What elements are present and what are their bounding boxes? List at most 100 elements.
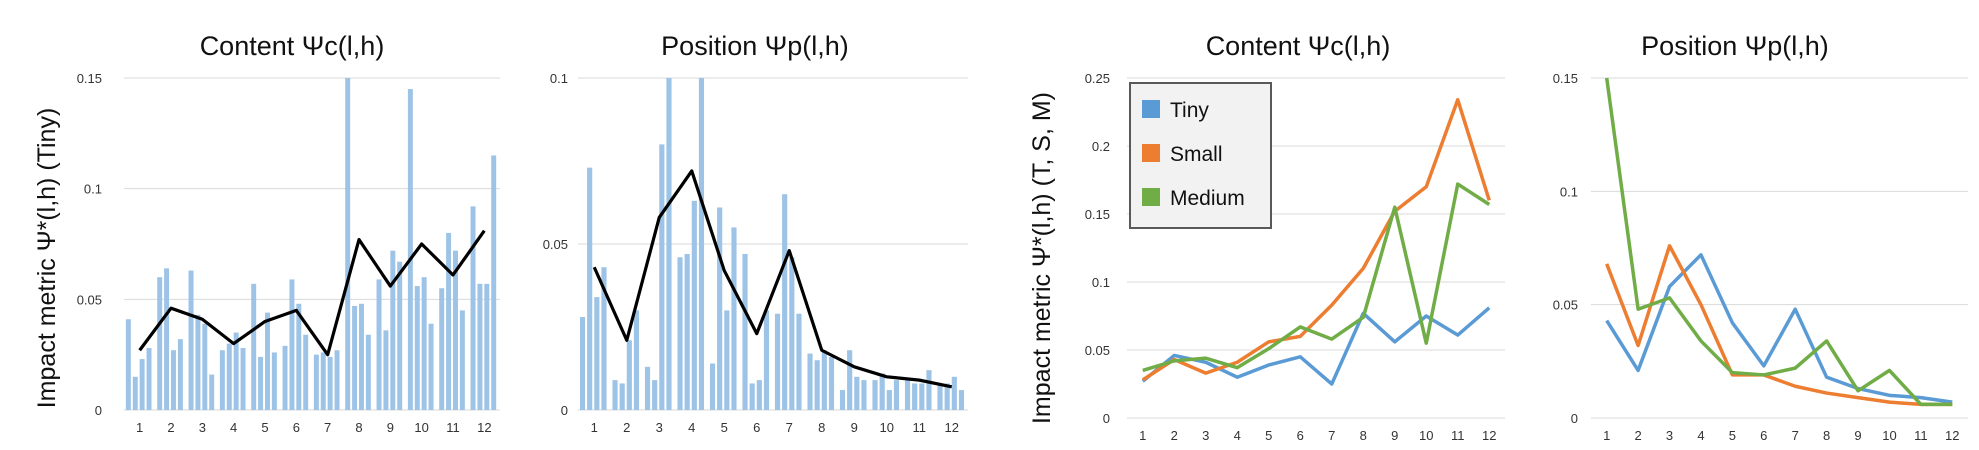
chart-3-xtick-label: 2: [1171, 428, 1178, 443]
chart-2-bar: [659, 144, 665, 410]
chart-2-bar: [814, 360, 820, 410]
chart-2-bar: [861, 380, 867, 410]
chart-2-bar: [717, 207, 723, 410]
chart-1-xtick-label: 3: [199, 420, 206, 435]
chart-1-bar: [397, 261, 403, 410]
chart-1-ytick-label: 0.1: [84, 182, 102, 197]
chart-1-bar: [352, 305, 358, 410]
chart-3-xtick-label: 4: [1234, 428, 1241, 443]
chart-1-mean-line: [138, 229, 486, 357]
chart-1-xtick-label: 2: [167, 420, 174, 435]
chart-1-ytick-label: 0.05: [77, 292, 102, 307]
chart-3-xtick-label: 9: [1391, 428, 1398, 443]
chart-1-bar: [390, 250, 396, 410]
chart-1-bar: [359, 303, 364, 410]
chart-1-bar: [345, 78, 351, 410]
chart-3-xtick-label: 1: [1139, 428, 1146, 443]
chart-2-xtick-label: 5: [721, 420, 728, 435]
chart-1-bar: [334, 350, 340, 410]
chart-1-title: Content Ψc(l,h): [200, 31, 385, 61]
chart-2-xtick-label: 9: [851, 420, 858, 435]
chart-2-bar: [937, 383, 943, 410]
chart-2-bar: [912, 383, 918, 410]
chart-3-ytick-label: 0: [1103, 411, 1110, 426]
chart-4-ytick-label: 0.1: [1560, 184, 1578, 199]
chart-1-bar: [376, 279, 382, 410]
chart-2-bar: [644, 366, 651, 410]
chart-2-xtick-label: 1: [591, 420, 598, 435]
chart-2-xtick-label: 3: [656, 420, 663, 435]
chart-2-bar: [626, 340, 632, 410]
chart-3-ytick-label: 0.2: [1092, 139, 1110, 154]
chart-1-bar: [383, 330, 389, 410]
chart-1: 00.050.10.151 2 3 4 5 6 7 8 9 10 11 12: [77, 71, 500, 435]
chart-2-bar: [893, 380, 900, 410]
chart-2-ytick-label: 0: [561, 403, 568, 418]
chart-2-bar: [886, 390, 892, 410]
chart-3-xtick-label: 8: [1360, 428, 1367, 443]
chart-1-bar: [470, 206, 476, 410]
chart-2-bar: [633, 310, 640, 410]
chart-1-bar: [171, 350, 176, 410]
chart-1-bar: [313, 354, 319, 410]
legend-label-medium: Medium: [1170, 187, 1245, 210]
chart-2-bar: [619, 383, 625, 410]
chart-3-xtick-label: 11: [1451, 428, 1465, 443]
chart-2-bar: [677, 257, 683, 410]
chart-1-bar: [164, 268, 170, 410]
chart-3-xtick-label: 3: [1202, 428, 1209, 443]
chart-3: 00.050.10.150.20.251 2 3 4 5 6 7 8 9 10 11 12: [1085, 71, 1505, 443]
chart-3-xtick-label: 12: [1482, 428, 1496, 443]
chart-3-xtick-label: 6: [1297, 428, 1304, 443]
chart-1-bar: [459, 310, 465, 410]
chart-1-bar: [202, 323, 208, 410]
chart-3-series-small: [1141, 98, 1491, 382]
chart-4-xtick-label: 3: [1666, 428, 1673, 443]
chart-1-bar: [453, 250, 458, 410]
chart-1-bar: [303, 334, 309, 410]
chart-2-bar: [904, 380, 911, 410]
chart-3-legend: Tiny Small Medium: [1129, 82, 1272, 229]
chart-3-title: Content Ψc(l,h): [1206, 31, 1391, 61]
chart-1-xtick-label: 7: [324, 420, 331, 435]
chart-2-bar: [756, 380, 762, 410]
chart-1-bar: [421, 277, 427, 410]
chart-1-ylabel: Impact metric Ψ*(l,h) (Tiny): [33, 108, 61, 409]
chart-1-bar: [296, 303, 302, 410]
legend-swatch-medium: [1142, 188, 1160, 206]
chart-2-bar: [763, 310, 770, 410]
chart-2-bar: [587, 167, 593, 410]
chart-1-bar: [484, 283, 490, 410]
chart-4-xtick-label: 10: [1882, 428, 1896, 443]
chart-2-bar: [944, 383, 950, 410]
chart-2-bar: [666, 78, 672, 410]
chart-2-xtick-label: 2: [623, 420, 630, 435]
chart-2-bar: [579, 317, 586, 410]
chart-2-bar: [691, 200, 697, 410]
chart-1-xtick-label: 4: [230, 420, 237, 435]
chart-4-xtick-label: 8: [1823, 428, 1830, 443]
chart-2-bar: [796, 313, 802, 410]
chart-1-bar: [125, 319, 131, 410]
chart-3-ytick-label: 0.05: [1085, 343, 1110, 358]
chart-2-title: Position Ψp(l,h): [661, 31, 849, 61]
chart-1-xtick-label: 1: [136, 420, 143, 435]
chart-1-bar: [219, 350, 225, 410]
chart-1-bar: [157, 277, 163, 410]
chart-4-xtick-label: 7: [1792, 428, 1799, 443]
chart-2-mean-line: [592, 169, 953, 389]
chart-2-bar: [652, 380, 658, 410]
chart-1-bar: [439, 288, 445, 410]
chart-2-bar: [782, 194, 788, 410]
chart-2-bar: [612, 380, 618, 410]
chart-1-bar: [188, 270, 194, 410]
chart-1-bar: [258, 356, 264, 410]
chart-2-bar: [926, 370, 932, 410]
chart-1-bar: [132, 376, 138, 410]
chart-4-title: Position Ψp(l,h): [1641, 31, 1829, 61]
chart-1-bar: [446, 232, 452, 410]
chart-2-bar: [872, 380, 878, 410]
chart-4-xtick-label: 12: [1945, 428, 1959, 443]
chart-1-xtick-label: 8: [355, 420, 362, 435]
chart-1-xtick-label: 12: [477, 420, 491, 435]
